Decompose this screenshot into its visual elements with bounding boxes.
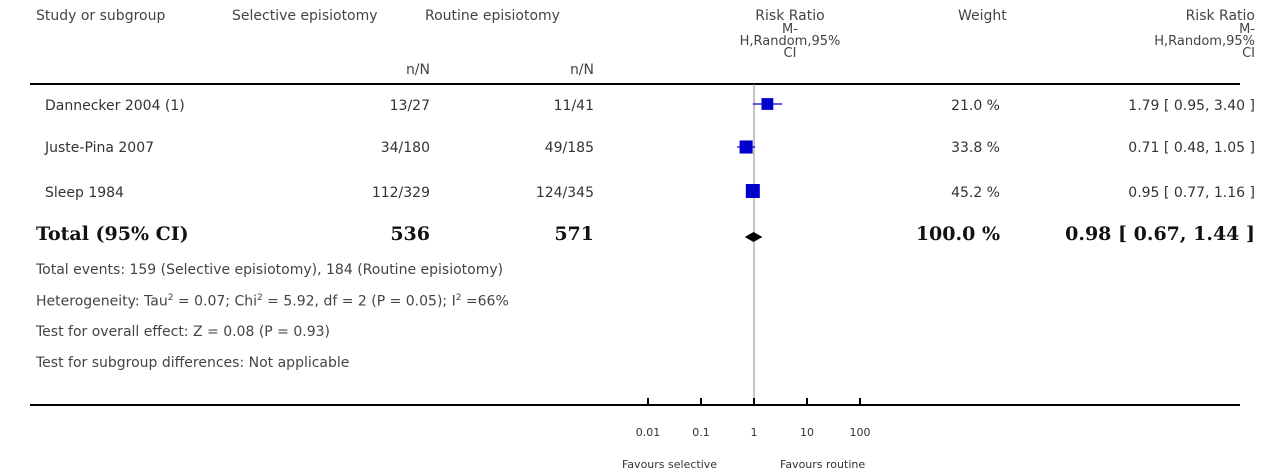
heterogeneity-part: = 5.92, df = 2 (P = 0.05); I (262, 293, 456, 310)
header-control: Routine episiotomy (425, 8, 560, 24)
tick-label: 0.1 (692, 426, 710, 439)
header-experimental-sub: n/N (405, 62, 430, 78)
heterogeneity-part: = 0.07; Chi (173, 293, 257, 310)
header-rr: Risk Ratio M- H,Random,95% CI (1110, 8, 1255, 60)
superscript: 2 (257, 293, 263, 303)
tick-label: 0.01 (635, 426, 661, 439)
study-name: Sleep 1984 (45, 185, 124, 201)
header-rr-plot-line1: Risk Ratio (755, 8, 825, 24)
total-ci: 0.98 [ 0.67, 1.44 ] (1065, 223, 1255, 245)
study-marker (739, 140, 753, 154)
subgroup-note: Test for subgroup differences: Not appli… (36, 355, 350, 371)
pooled-diamond (744, 232, 763, 242)
heterogeneity-part: Heterogeneity: Tau (36, 293, 168, 310)
header-weight: Weight (958, 8, 1007, 24)
header-rr-line3: H,Random,95% (1154, 34, 1255, 49)
total-label: Total (95% CI) (36, 223, 189, 245)
header-control-sub: n/N (569, 62, 594, 78)
header-rule (30, 83, 1240, 85)
header-rr-plot-line2: M- (782, 22, 798, 37)
study-name: Juste-Pina 2007 (45, 140, 155, 156)
study-experimental: 13/27 (389, 98, 430, 114)
header-rr-plot-line3: H,Random,95% (739, 34, 841, 49)
tick-label: 1 (750, 426, 758, 439)
study-ci: 0.71 [ 0.48, 1.05 ] (1128, 140, 1255, 156)
study-marker (761, 98, 774, 110)
heterogeneity-note: Heterogeneity: Tau2 = 0.07; Chi2 = 5.92,… (36, 293, 509, 310)
study-weight: 21.0 % (951, 98, 1000, 114)
study-marker (745, 184, 760, 198)
study-experimental: 112/329 (371, 185, 430, 201)
bottom-rule (30, 404, 1240, 406)
study-ci: 0.95 [ 0.77, 1.16 ] (1128, 185, 1255, 201)
superscript: 2 (455, 293, 462, 303)
study-experimental: 34/180 (380, 140, 430, 156)
favours-left-label: Favours selective (622, 458, 718, 471)
header-rr-line1: Risk Ratio (1185, 8, 1255, 24)
study-name: Dannecker 2004 (1) (45, 98, 185, 114)
header-rr-line2: M- (1239, 22, 1255, 37)
header-rr-plot-line4: CI (783, 46, 797, 61)
header-rr-line4: CI (1242, 46, 1255, 61)
header-experimental: Selective episiotomy (232, 8, 378, 24)
total-control: 571 (554, 223, 594, 245)
superscript: 2 (167, 293, 174, 303)
study-weight: 33.8 % (951, 140, 1000, 156)
study-weight: 45.2 % (951, 185, 1000, 201)
overall-effect-note: Test for overall effect: Z = 0.08 (P = 0… (36, 324, 330, 340)
total-experimental: 536 (390, 223, 430, 245)
favours-right-label: Favours routine (780, 458, 866, 471)
tick-label: 10 (800, 426, 814, 439)
study-control: 49/185 (544, 140, 594, 156)
header-study: Study or subgroup (36, 8, 166, 24)
study-control: 124/345 (535, 185, 594, 201)
study-control: 11/41 (553, 98, 594, 114)
total-events-note: Total events: 159 (Selective episiotomy)… (36, 262, 504, 278)
heterogeneity-part: =66% (461, 293, 509, 310)
tick-label: 100 (849, 426, 871, 439)
study-ci: 1.79 [ 0.95, 3.40 ] (1128, 98, 1255, 114)
total-weight: 100.0 % (915, 223, 1000, 245)
header-rr-plot: Risk Ratio M- H,Random,95% CI (720, 8, 860, 60)
